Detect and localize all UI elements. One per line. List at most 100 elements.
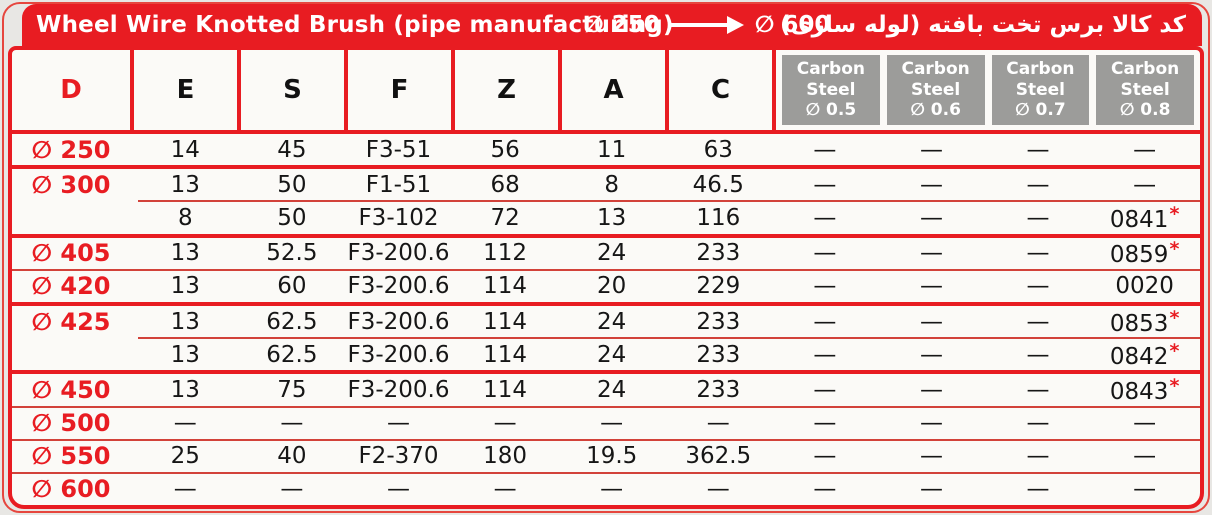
value-cell: 56 [490, 136, 520, 163]
carbon-steel-label-line: Steel [1015, 79, 1065, 100]
row-separator [12, 438, 1200, 441]
carbon-steel-label-line: Steel [1120, 79, 1170, 100]
code-cell: — [813, 240, 837, 267]
column-header-e: E [134, 50, 241, 130]
code-cell: — [1133, 476, 1157, 503]
column-header-a: A [562, 50, 669, 130]
diameter-cell: ∅ 550 [31, 442, 111, 471]
value-cell: — [173, 476, 197, 503]
code-cell: — [813, 204, 837, 231]
value-cell: 72 [490, 204, 520, 231]
code-cell: — [813, 376, 837, 403]
page-title: Wheel Wire Knotted Brush (pipe manufactu… [36, 12, 674, 38]
code-cell: — [1133, 171, 1157, 198]
value-cell: — [493, 476, 517, 503]
code-cell: 0842* [1109, 339, 1180, 370]
column-header-d: D [12, 50, 134, 130]
value-cell: 52.5 [266, 240, 318, 267]
code-cell: — [919, 410, 943, 437]
code-cell: 0841* [1109, 202, 1180, 233]
row-separator [12, 471, 1200, 474]
value-cell: — [493, 410, 517, 437]
value-cell: — [600, 476, 624, 503]
arrow-line [670, 23, 727, 27]
value-cell: 112 [483, 240, 528, 267]
code-cell: — [1026, 476, 1050, 503]
table-row: ∅ 425 13 62.5 F3-200.6 114 24 233 — — — 0853* [12, 306, 1200, 337]
value-cell: 114 [483, 376, 528, 403]
range-from-label: ∅ 250 [584, 12, 660, 38]
asterisk-marker: * [1169, 306, 1180, 329]
carbon-steel-label-line: Carbon [901, 58, 970, 79]
table-row: ∅ 405 13 52.5 F3-200.6 112 24 233 — — — 0859* [12, 238, 1200, 269]
code-cell: — [1133, 443, 1157, 470]
value-cell: F3-51 [365, 136, 432, 163]
row-separator [12, 165, 1200, 170]
value-cell: — [280, 476, 304, 503]
row-separator [12, 370, 1200, 375]
code-cell: 0843* [1109, 374, 1180, 405]
value-cell: 233 [696, 341, 741, 368]
value-cell: 116 [696, 204, 741, 231]
code-cell: — [1133, 410, 1157, 437]
value-cell: — [386, 410, 410, 437]
code-cell: — [919, 171, 943, 198]
value-cell: 46.5 [692, 171, 744, 198]
row-separator [12, 233, 1200, 238]
value-cell: 40 [277, 443, 307, 470]
arrow-head [726, 16, 744, 34]
value-cell: — [386, 476, 410, 503]
value-cell: 62.5 [266, 341, 318, 368]
column-header-f: F [348, 50, 455, 130]
diameter-cell: ∅ 250 [31, 135, 111, 164]
value-cell: F3-200.6 [347, 376, 450, 403]
code-cell: — [813, 341, 837, 368]
code-cell: — [813, 443, 837, 470]
title-bar: Wheel Wire Knotted Brush (pipe manufactu… [22, 4, 1202, 46]
value-cell: — [706, 410, 730, 437]
value-cell: 114 [483, 308, 528, 335]
table-row: ∅ 250 14 45 F3-51 56 11 63 — — — — [12, 134, 1200, 165]
column-header-s: S [241, 50, 348, 130]
code-cell: — [919, 443, 943, 470]
value-cell: 68 [490, 171, 520, 198]
code-cell: — [919, 308, 943, 335]
diameter-cell: ∅ 450 [31, 375, 111, 404]
code-cell: — [1026, 308, 1050, 335]
wire-diameter-label: ∅ 0.8 [1119, 100, 1171, 121]
value-cell: — [280, 410, 304, 437]
value-cell: 233 [696, 308, 741, 335]
code-cell: — [1026, 240, 1050, 267]
value-cell: 180 [483, 443, 528, 470]
value-cell: F1-51 [365, 171, 432, 198]
row-separator [138, 337, 1200, 340]
diameter-cell: ∅ 500 [31, 409, 111, 438]
row-separator [12, 301, 1200, 306]
carbon-steel-label-line: Steel [806, 79, 856, 100]
carbon-steel-label-line: Carbon [1110, 58, 1180, 79]
diameter-range: ∅ 250 ∅ 600 [584, 4, 830, 46]
value-cell: 60 [277, 273, 307, 300]
value-cell: 233 [696, 376, 741, 403]
value-cell: 24 [597, 341, 627, 368]
table-row: 13 62.5 F3-200.6 114 24 233 — — — 0842* [12, 339, 1200, 370]
code-cell: — [919, 341, 943, 368]
value-cell: 24 [597, 376, 627, 403]
code-cell: — [919, 376, 943, 403]
value-cell: 13 [170, 376, 200, 403]
code-cell: 0859* [1109, 238, 1180, 269]
row-separator [138, 200, 1200, 203]
code-cell: 0020 [1115, 273, 1174, 300]
value-cell: — [173, 410, 197, 437]
code-cell: — [813, 171, 837, 198]
value-cell: F3-102 [358, 204, 439, 231]
value-cell: 233 [696, 240, 741, 267]
code-cell: — [813, 136, 837, 163]
value-cell: 114 [483, 341, 528, 368]
right-arrow-icon [670, 16, 744, 34]
column-header-carbon-steel: Carbon Steel ∅ 0.6 [886, 55, 985, 125]
value-cell: 50 [277, 171, 307, 198]
diameter-cell: ∅ 405 [31, 239, 111, 268]
code-cell: — [1026, 171, 1050, 198]
